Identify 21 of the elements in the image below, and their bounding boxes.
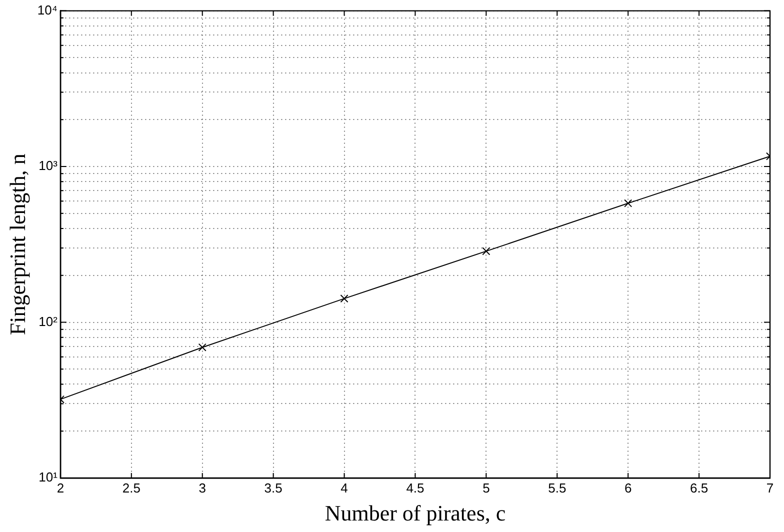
y-axis-title: Fingerprint length, n xyxy=(4,154,30,336)
x-tick-label: 4 xyxy=(340,480,348,496)
x-tick-label: 5.5 xyxy=(548,480,566,496)
y-tick-label: 10² xyxy=(38,314,58,329)
x-tick-label: 7 xyxy=(766,480,774,496)
y-tick-label: 10⁴ xyxy=(37,2,58,18)
x-tick-label: 5 xyxy=(482,480,490,496)
point xyxy=(624,199,632,208)
point xyxy=(482,247,490,256)
x-tick-label: 2 xyxy=(56,480,64,496)
x-tick-label: 3.5 xyxy=(264,480,282,496)
x-tick-label: 2.5 xyxy=(122,480,140,496)
point xyxy=(198,343,206,352)
y-tick-label: 10³ xyxy=(38,158,58,174)
y-tick-label: 10¹ xyxy=(38,470,58,485)
x-tick-label: 3 xyxy=(198,480,206,496)
x-axis-title: Number of pirates, c xyxy=(324,500,506,526)
x-tick-label: 6.5 xyxy=(690,480,708,496)
x-tick-label: 4.5 xyxy=(406,480,424,496)
x-tick-label: 6 xyxy=(624,480,632,496)
point xyxy=(340,294,348,303)
